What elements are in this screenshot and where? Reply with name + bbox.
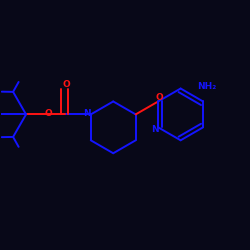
Text: N: N [84, 109, 91, 118]
Text: O: O [44, 109, 52, 118]
Text: O: O [62, 80, 70, 90]
Text: NH₂: NH₂ [197, 82, 216, 91]
Text: O: O [156, 94, 163, 102]
Text: N: N [151, 125, 158, 134]
